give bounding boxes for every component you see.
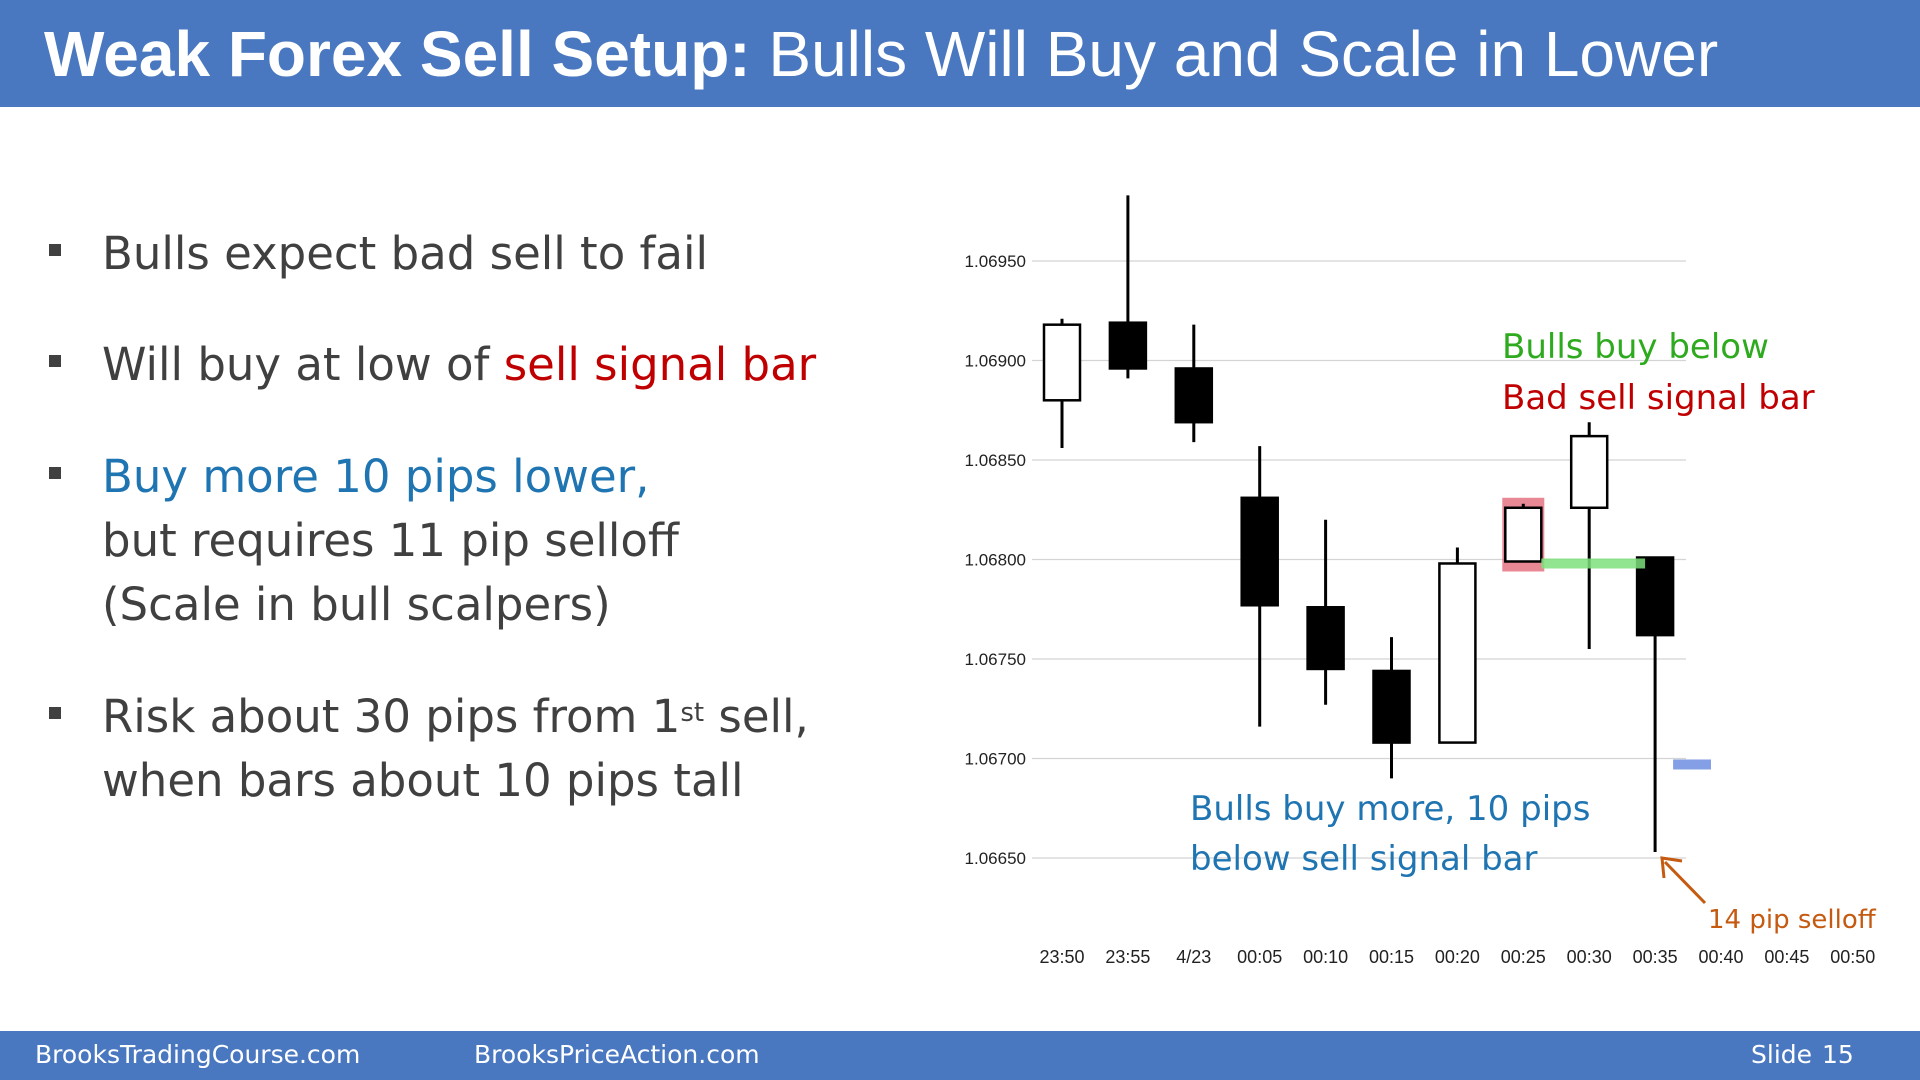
x-tick-label: 00:20: [1435, 947, 1480, 967]
annotation-arrow-line: [1663, 860, 1707, 905]
x-tick-label: 00:25: [1501, 947, 1546, 967]
x-tick-label: 00:35: [1633, 947, 1678, 967]
bullet-square-icon: [49, 467, 61, 479]
x-tick-label: 00:45: [1764, 947, 1809, 967]
bullet-list: Bulls expect bad sell to fail Will buy a…: [0, 0, 900, 900]
bullet-square-icon: [49, 355, 61, 367]
x-tick-label: 4/23: [1176, 947, 1211, 967]
bullet-3-line-2: but requires 11 pip selloff: [102, 514, 679, 567]
slide-title: Weak Forex Sell Setup: Bulls Will Buy an…: [44, 14, 1718, 94]
x-tick-label: 23:50: [1039, 947, 1084, 967]
candlestick-chart: 1.06650 1.06700 1.06750 1.06800 1.06850 1.069…: [965, 195, 1877, 967]
bullet-1-line: Bulls expect bad sell to fail: [102, 227, 708, 280]
candle-bear: [1306, 606, 1345, 671]
bullet-square-icon: [49, 244, 61, 256]
footer-site-2: BrooksPriceAction.com: [474, 1040, 760, 1069]
annotation-bad-sell-signal-bar: Bad sell signal bar: [1502, 378, 1815, 418]
bullet-4-line-2: when bars about 10 pips tall: [102, 754, 744, 807]
bullet-2-prefix: Will buy at low of: [102, 338, 504, 391]
footer-slide-label: Slide: [1751, 1040, 1813, 1069]
footer-bar: BrooksTradingCourse.com BrooksPriceActio…: [0, 1031, 1920, 1080]
x-tick-label: 00:10: [1303, 947, 1348, 967]
candle-bear: [1174, 367, 1214, 424]
y-tick-label: 1.06700: [965, 750, 1026, 769]
annotation-bulls-buy-more: Bulls buy more, 10 pips: [1190, 789, 1590, 829]
slide-title-bold: Weak Forex Sell Setup:: [44, 18, 751, 90]
candle-bull: [1438, 562, 1477, 744]
candle-bear: [1240, 496, 1279, 607]
footer-slide-number: 15: [1822, 1040, 1854, 1069]
annotation-bulls-buy-below: Bulls buy below: [1502, 327, 1769, 367]
bullet-4-superscript: st: [680, 698, 705, 728]
candle-bear: [1108, 321, 1148, 370]
y-tick-label: 1.06950: [965, 252, 1026, 271]
bullet-4-suffix: sell,: [704, 690, 809, 743]
footer-site-1: BrooksTradingCourse.com: [35, 1040, 361, 1069]
bullet-text-3: Buy more 10 pips lower, but requires 11 …: [102, 445, 679, 637]
bullet-3-line-3: (Scale in bull scalpers): [102, 578, 611, 631]
annotation-arrow-head: [1660, 856, 1683, 879]
title-bar: Weak Forex Sell Setup: Bulls Will Buy an…: [0, 0, 1920, 107]
x-tick-label: 23:55: [1105, 947, 1150, 967]
bullet-text-1: Bulls expect bad sell to fail: [102, 222, 708, 286]
candle-bear: [1635, 556, 1675, 637]
bull-buy-level: [1541, 558, 1646, 569]
slide-title-rest: Bulls Will Buy and Scale in Lower: [750, 18, 1719, 90]
x-tick-label: 00:40: [1698, 947, 1743, 967]
annotation-below-sell-signal-bar: below sell signal bar: [1190, 839, 1537, 879]
x-tick-label: 00:50: [1830, 947, 1875, 967]
y-tick-label: 1.06650: [965, 849, 1026, 868]
x-tick-label: 00:30: [1567, 947, 1612, 967]
x-tick-label: 00:05: [1237, 947, 1282, 967]
scale-in-level: [1673, 759, 1711, 770]
y-tick-label: 1.06750: [965, 650, 1026, 669]
candle-bull: [1504, 506, 1543, 563]
bullet-square-icon: [49, 707, 61, 719]
bullet-text-4: Risk about 30 pips from 1st sell, when b…: [102, 685, 809, 813]
candle-bear: [1372, 669, 1411, 744]
annotation-14-pip-selloff: 14 pip selloff: [1708, 905, 1877, 935]
x-tick-label: 00:15: [1369, 947, 1414, 967]
y-tick-label: 1.06800: [965, 551, 1026, 570]
y-tick-label: 1.06850: [965, 451, 1026, 470]
candle-bull: [1042, 323, 1082, 402]
bullet-3-line-1: Buy more 10 pips lower,: [102, 450, 650, 503]
candle-bull: [1569, 434, 1609, 510]
bullet-text-2: Will buy at low of sell signal bar: [102, 333, 816, 397]
bullet-4-line-1: Risk about 30 pips from 1st sell,: [102, 685, 809, 749]
bullet-4-prefix: Risk about 30 pips from 1: [102, 690, 681, 743]
bullet-2-highlight: sell signal bar: [503, 338, 817, 391]
y-tick-label: 1.06900: [965, 352, 1026, 371]
